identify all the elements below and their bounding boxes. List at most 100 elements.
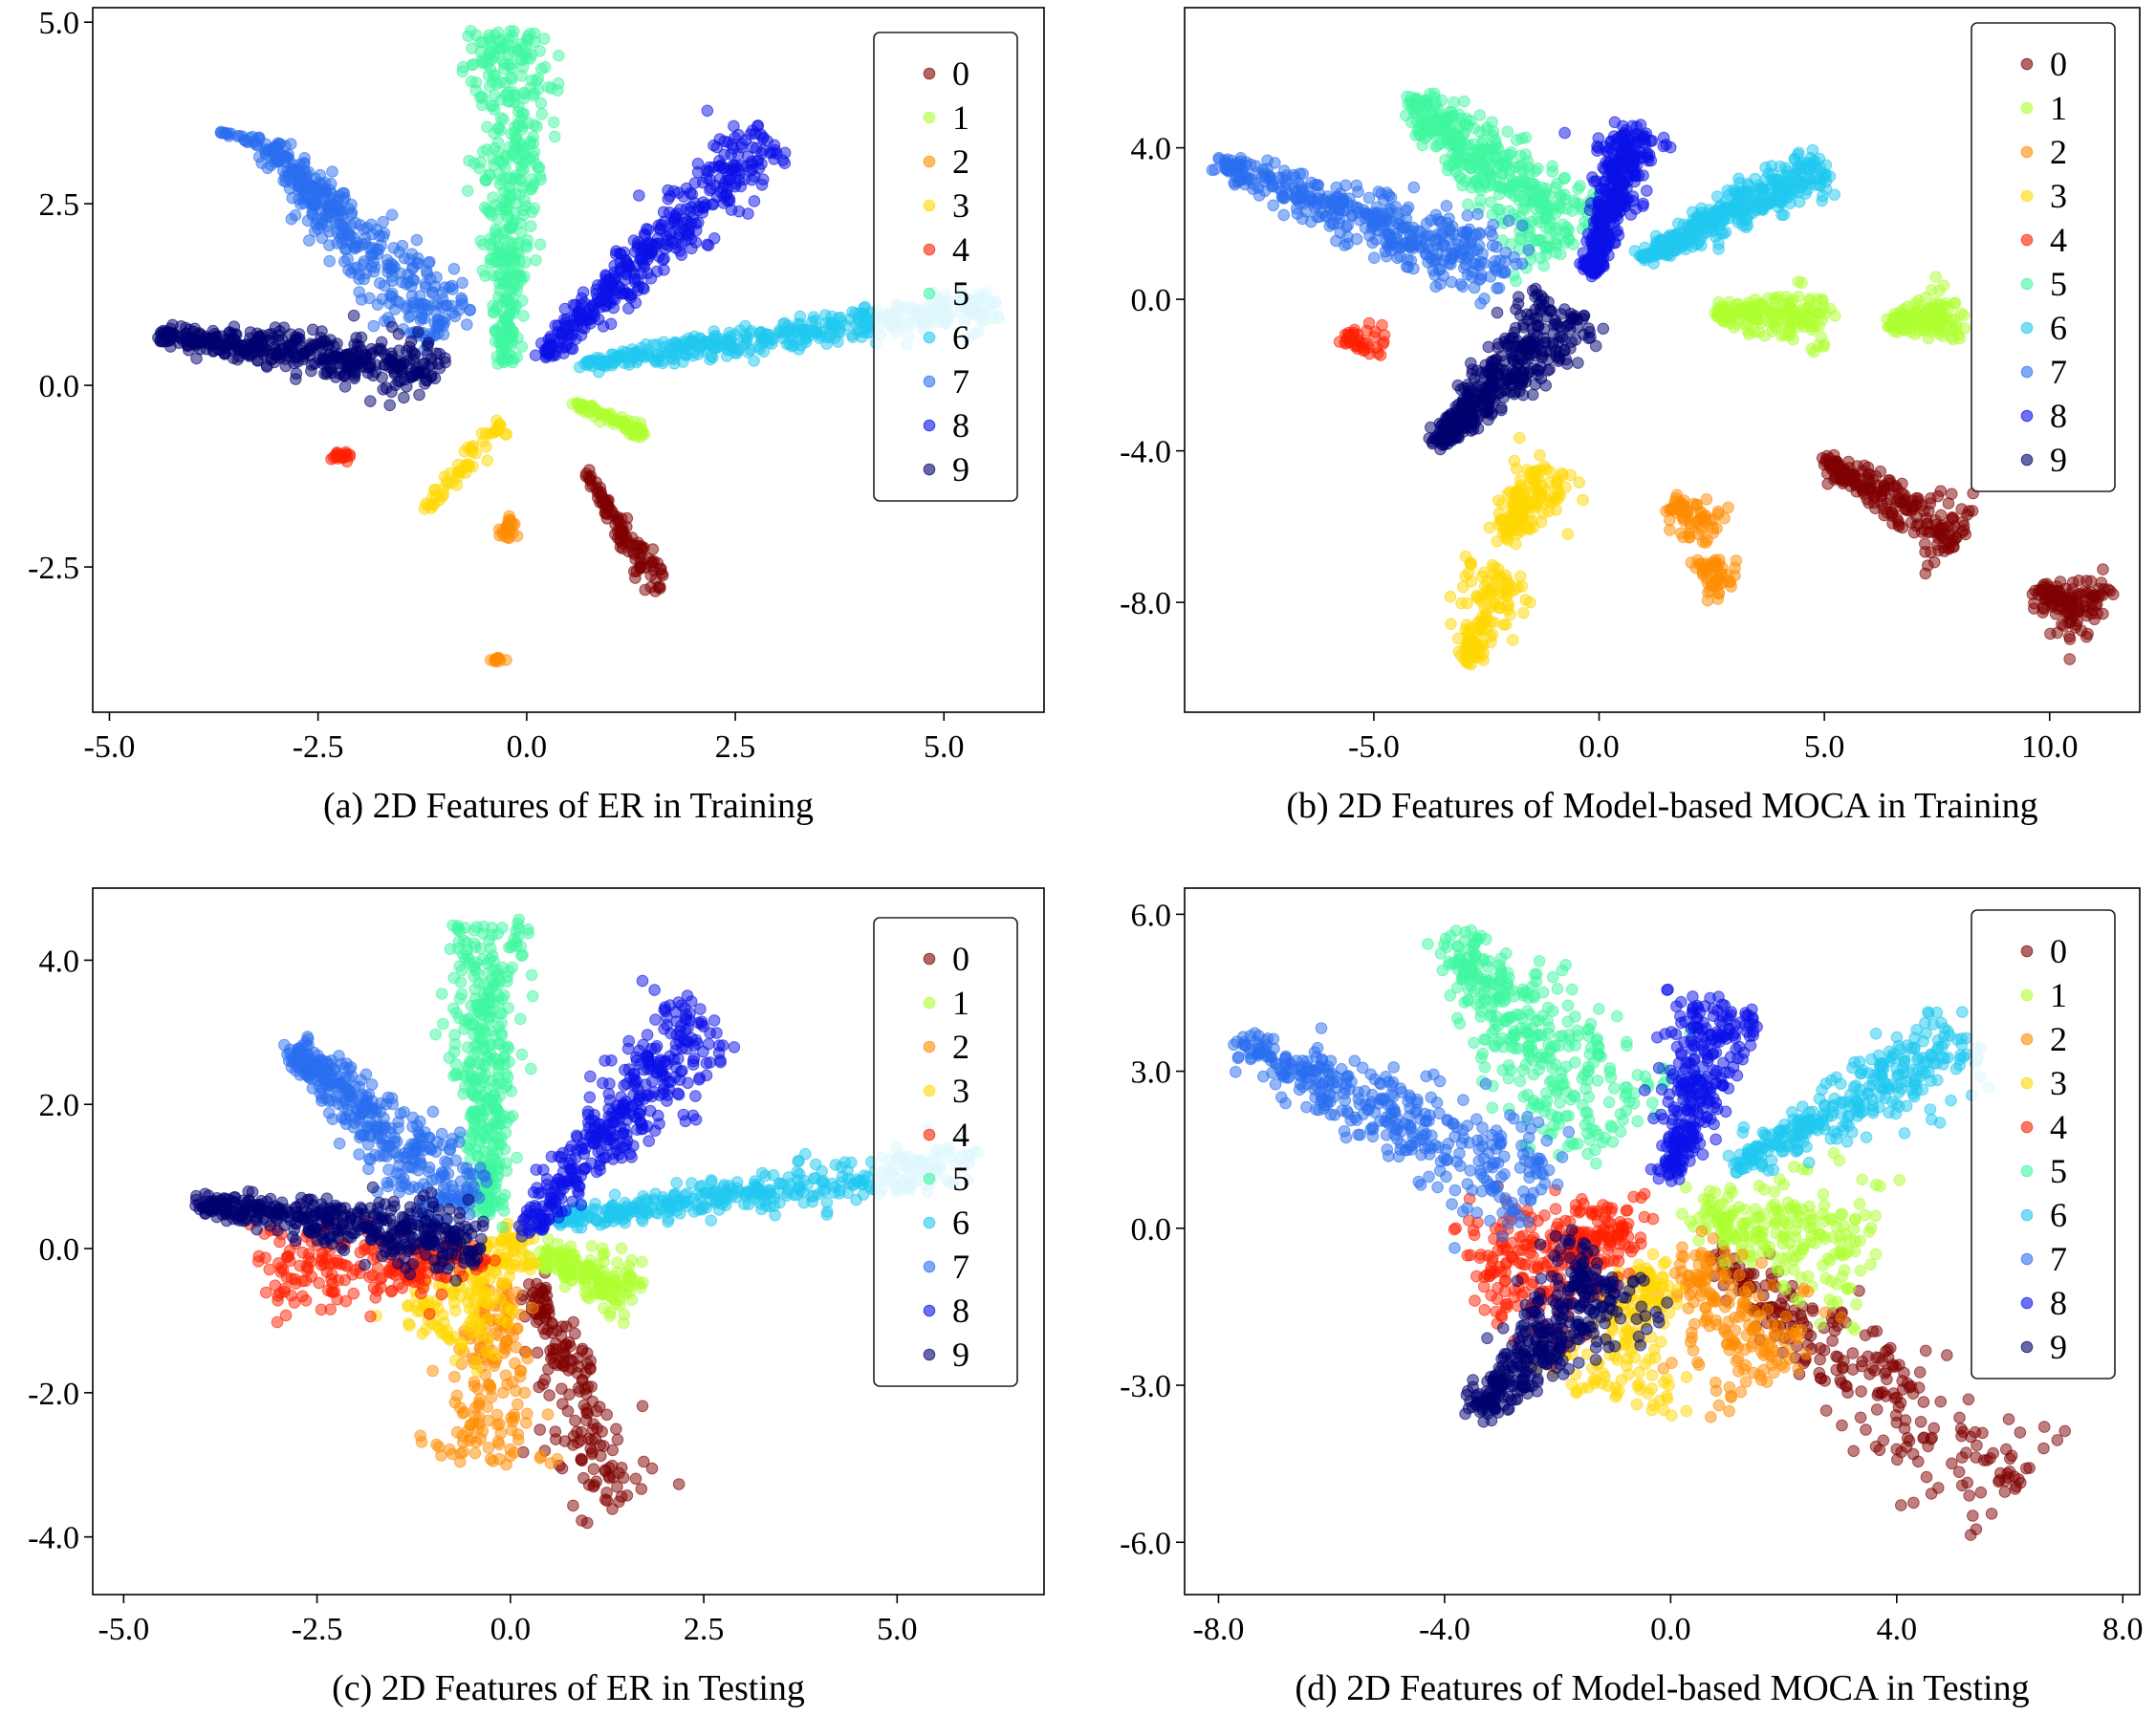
data-point — [1457, 580, 1470, 594]
data-point — [1515, 219, 1529, 232]
legend-entry-2: 2 — [952, 142, 969, 181]
data-point — [396, 239, 409, 252]
data-point — [393, 296, 405, 309]
data-point — [1515, 132, 1529, 145]
data-point — [525, 220, 537, 232]
data-point — [488, 103, 501, 116]
data-point — [732, 128, 745, 141]
data-point — [489, 141, 501, 155]
data-point — [1906, 499, 1920, 512]
data-point — [590, 283, 603, 296]
legend-entry-3: 3 — [952, 186, 969, 225]
data-point — [584, 308, 597, 320]
data-point — [525, 48, 538, 61]
data-point — [1514, 512, 1527, 526]
data-point — [284, 138, 297, 150]
data-point — [268, 356, 281, 369]
data-point — [1818, 340, 1830, 353]
data-point — [1433, 216, 1447, 228]
data-point — [319, 210, 333, 223]
data-point — [190, 337, 203, 350]
data-point — [535, 108, 549, 120]
data-point — [1292, 177, 1305, 190]
data-point — [1558, 236, 1572, 250]
data-point — [639, 583, 652, 597]
data-point — [534, 169, 547, 183]
data-point — [1927, 555, 1941, 569]
data-point — [1267, 199, 1279, 212]
data-point — [272, 329, 285, 342]
data-point — [604, 317, 618, 331]
data-point — [1480, 123, 1493, 137]
data-point — [385, 274, 399, 288]
data-point — [1670, 489, 1684, 502]
data-point — [207, 332, 220, 345]
data-point — [498, 309, 512, 322]
data-point — [511, 247, 524, 259]
data-point — [1474, 272, 1488, 285]
data-point — [709, 330, 723, 342]
series-9-points — [152, 309, 452, 412]
data-point — [1421, 98, 1433, 111]
data-point — [290, 373, 302, 385]
data-point — [528, 27, 541, 40]
data-point — [1945, 488, 1958, 501]
data-point — [729, 177, 742, 190]
data-point — [517, 107, 531, 120]
data-point — [426, 286, 439, 298]
data-point — [614, 264, 627, 277]
data-point — [347, 359, 360, 373]
data-point — [2051, 626, 2064, 640]
data-point — [261, 162, 274, 175]
data-point — [502, 49, 514, 62]
data-point — [529, 349, 542, 362]
data-point — [464, 304, 476, 316]
data-point — [733, 324, 747, 337]
data-point — [1685, 520, 1697, 533]
data-point — [306, 209, 319, 222]
panel-a-er-training: -5.0 -2.5 0.0 2.5 5.0-2.50.02.55.0(a) 2D Fea… — [28, 6, 1045, 826]
data-point — [1707, 220, 1719, 232]
data-point — [514, 37, 528, 51]
data-point — [1919, 567, 1932, 580]
data-point — [834, 326, 847, 338]
data-point — [1510, 524, 1523, 537]
data-point — [1548, 490, 1561, 504]
data-point — [1961, 509, 1973, 521]
data-point — [1459, 228, 1472, 241]
data-point — [2066, 595, 2080, 608]
data-point — [702, 239, 715, 252]
data-point — [515, 340, 529, 354]
data-point — [1762, 185, 1775, 197]
data-point — [484, 232, 497, 245]
data-point — [384, 289, 397, 302]
data-point — [1731, 298, 1743, 312]
data-point — [1624, 208, 1638, 221]
data-point — [456, 276, 468, 290]
data-point — [727, 141, 740, 155]
series-1-points — [566, 397, 651, 444]
data-point — [490, 246, 504, 259]
data-point — [1486, 208, 1499, 221]
data-point — [385, 208, 399, 222]
legend-marker — [923, 287, 936, 300]
data-point — [298, 190, 312, 203]
data-point — [1504, 585, 1517, 598]
data-point — [768, 153, 780, 165]
series-7-points — [214, 125, 476, 357]
data-point — [560, 313, 574, 326]
legend-entry-7: 7 — [952, 362, 969, 401]
data-point — [385, 350, 399, 363]
data-point — [1537, 259, 1550, 272]
data-point — [1955, 526, 1969, 539]
data-point — [1917, 505, 1930, 517]
data-point — [607, 301, 621, 315]
data-point — [1510, 463, 1523, 475]
data-point — [766, 334, 779, 346]
data-point — [548, 130, 561, 143]
data-point — [1712, 587, 1725, 600]
series-3-points — [418, 414, 512, 515]
data-point — [2063, 633, 2077, 645]
data-point — [1514, 570, 1527, 583]
data-point — [1933, 284, 1946, 297]
